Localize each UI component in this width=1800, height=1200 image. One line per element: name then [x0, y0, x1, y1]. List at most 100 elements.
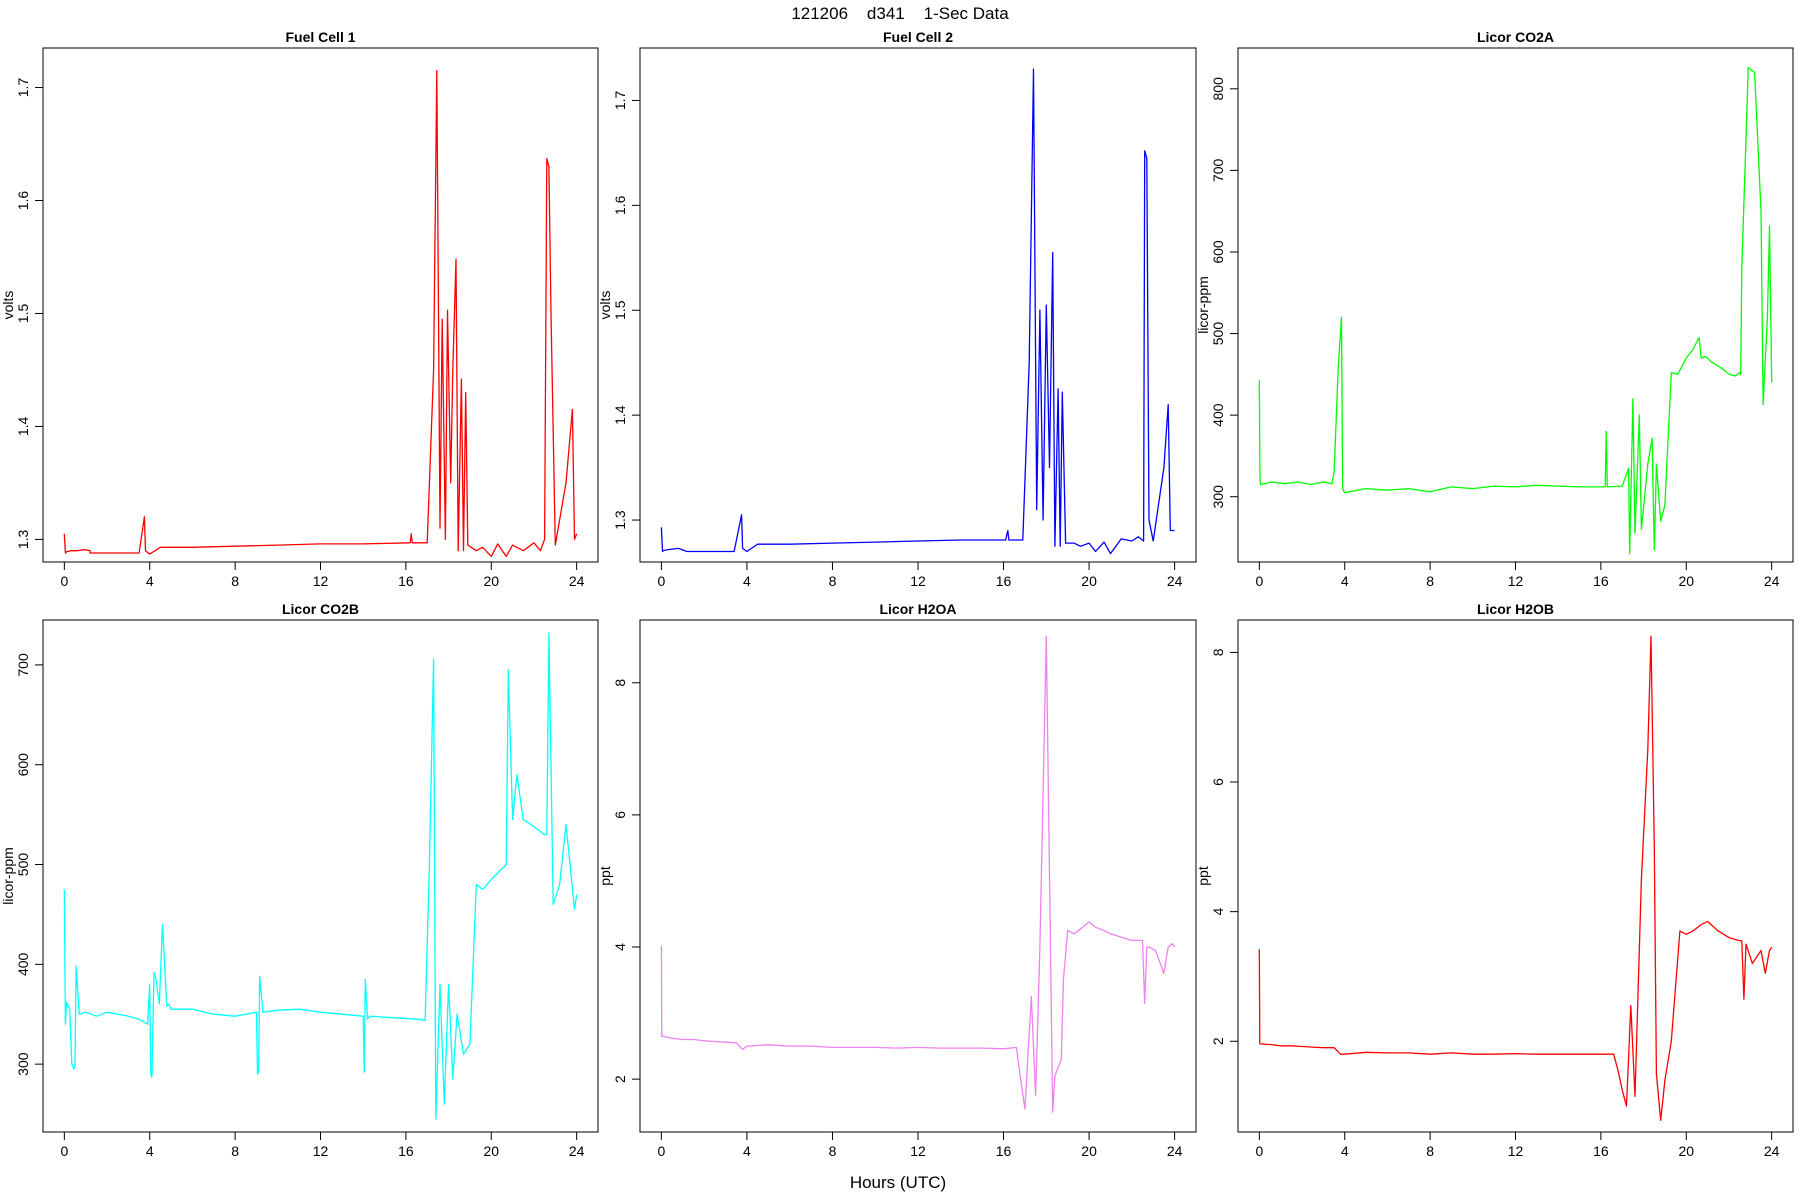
x-tick-label: 4 [743, 573, 751, 589]
x-tick-label: 16 [1593, 1143, 1609, 1159]
panel-title: Licor H2OA [879, 601, 956, 617]
y-tick-label: 1.5 [612, 300, 628, 320]
x-tick-label: 16 [1593, 573, 1609, 589]
y-tick-label: 6 [612, 811, 628, 819]
x-tick-label: 4 [146, 573, 154, 589]
y-axis-label: licor-ppm [1195, 276, 1211, 334]
y-tick-label: 800 [1210, 77, 1226, 101]
x-tick-label: 20 [483, 1143, 499, 1159]
x-tick-label: 20 [1081, 1143, 1097, 1159]
y-axis-label: ppt [597, 866, 613, 886]
panel-2: Fuel Cell 2 0 4 8 12 16 20 24 1.3 1.4 1.5 1.6 1.7 vol… [597, 29, 1197, 589]
series-line [63, 69, 578, 558]
y-tick-label: 500 [1210, 322, 1226, 346]
y-tick-label: 700 [1210, 158, 1226, 182]
panel-title: Licor H2OB [1477, 601, 1554, 617]
y-tick-label: 8 [612, 679, 628, 687]
y-tick-label: 400 [15, 952, 31, 976]
x-tick-label: 24 [569, 573, 585, 589]
x-tick-label: 8 [1426, 1143, 1434, 1159]
plot-frame [42, 47, 599, 563]
series-line [660, 68, 1175, 555]
x-tick-label: 0 [657, 1143, 665, 1159]
plot-frame [42, 619, 599, 1133]
panel-3: Licor CO2A 0 4 8 12 16 20 24 300 400 500 600 700 800 l… [1195, 29, 1794, 589]
figure-title: 121206 d341 1-Sec Data [791, 4, 1009, 23]
x-tick-label: 24 [1167, 1143, 1183, 1159]
x-tick-label: 8 [231, 573, 239, 589]
y-axis-label: licor-ppm [0, 847, 16, 905]
y-tick-label: 500 [15, 853, 31, 877]
panel-title: Licor CO2A [1477, 29, 1554, 45]
y-axis-label: volts [597, 291, 613, 320]
x-tick-label: 4 [146, 1143, 154, 1159]
x-tick-label: 16 [398, 1143, 414, 1159]
x-tick-label: 0 [657, 573, 665, 589]
panel-title: Fuel Cell 1 [285, 29, 355, 45]
x-tick-label: 24 [569, 1143, 585, 1159]
x-tick-label: 24 [1167, 573, 1183, 589]
y-tick-label: 300 [1210, 485, 1226, 509]
y-tick-label: 1.6 [612, 195, 628, 215]
plot-frame [1237, 47, 1794, 563]
plot-frame [1237, 619, 1794, 1133]
x-tick-label: 12 [910, 1143, 926, 1159]
y-tick-label: 600 [1210, 240, 1226, 264]
x-tick-label: 12 [1508, 1143, 1524, 1159]
series-line [660, 635, 1176, 1113]
x-tick-label: 0 [1255, 1143, 1263, 1159]
x-tick-label: 12 [910, 573, 926, 589]
x-tick-label: 16 [398, 573, 414, 589]
x-tick-label: 8 [231, 1143, 239, 1159]
x-tick-label: 16 [996, 1143, 1012, 1159]
y-axis-label: volts [0, 291, 16, 320]
x-tick-label: 8 [829, 573, 837, 589]
y-tick-label: 1.5 [15, 304, 31, 324]
x-tick-label: 16 [996, 573, 1012, 589]
y-axis-label: ppt [1195, 866, 1211, 886]
y-tick-label: 1.7 [15, 78, 31, 98]
panel-1: Fuel Cell 1 0 4 8 12 16 20 24 1.3 1.4 1.5 1.6 1.7 vol… [0, 29, 599, 589]
y-tick-label: 6 [1210, 778, 1226, 786]
plot-frame [639, 47, 1197, 563]
x-tick-label: 12 [1508, 573, 1524, 589]
plot-frame [639, 619, 1197, 1133]
x-tick-label: 24 [1764, 1143, 1780, 1159]
x-tick-label: 0 [60, 573, 68, 589]
y-tick-label: 1.3 [612, 510, 628, 530]
x-tick-label: 4 [743, 1143, 751, 1159]
series-line [1258, 635, 1773, 1121]
x-tick-label: 8 [1426, 573, 1434, 589]
x-tick-label: 0 [1255, 573, 1263, 589]
y-tick-label: 8 [1210, 648, 1226, 656]
y-tick-label: 4 [612, 943, 628, 951]
y-tick-label: 2 [612, 1075, 628, 1083]
y-tick-label: 400 [1210, 403, 1226, 427]
x-tick-label: 20 [483, 573, 499, 589]
x-tick-label: 8 [829, 1143, 837, 1159]
panel-title: Fuel Cell 2 [883, 29, 953, 45]
panels-grid: Fuel Cell 10 4 8 12 16 20 241.31.41.51.61.7vol… [0, 29, 1794, 1159]
y-tick-label: 4 [1210, 908, 1226, 916]
series-line [63, 632, 578, 1120]
figure-x-axis-label: Hours (UTC) [850, 1173, 946, 1192]
x-tick-label: 20 [1678, 1143, 1694, 1159]
panel-4: Licor CO2B 0 4 8 12 16 20 24 300 400 500 600 700 lico… [0, 601, 599, 1159]
y-tick-label: 300 [15, 1052, 31, 1076]
y-tick-label: 700 [15, 653, 31, 677]
y-tick-label: 1.3 [15, 529, 31, 549]
x-tick-label: 20 [1678, 573, 1694, 589]
y-tick-label: 1.6 [15, 191, 31, 211]
series-line [1258, 66, 1773, 555]
y-tick-label: 600 [15, 753, 31, 777]
y-tick-label: 2 [1210, 1037, 1226, 1045]
x-tick-label: 24 [1764, 573, 1780, 589]
x-tick-label: 4 [1341, 573, 1349, 589]
x-tick-label: 20 [1081, 573, 1097, 589]
y-tick-label: 1.4 [612, 405, 628, 425]
x-tick-label: 12 [313, 1143, 329, 1159]
x-tick-label: 12 [313, 573, 329, 589]
